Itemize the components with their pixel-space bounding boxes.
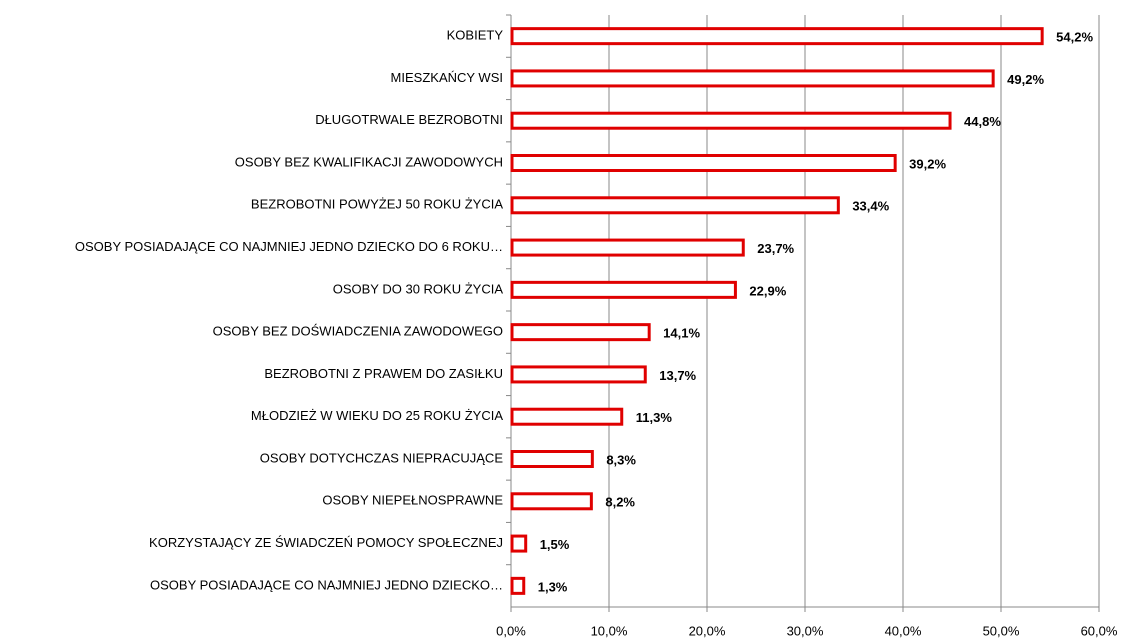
bar (510, 280, 737, 299)
bar (510, 27, 1044, 46)
value-label: 14,1% (663, 326, 700, 341)
x-tick-label: 20,0% (689, 623, 726, 638)
y-tick-label: MIESZKAŃCY WSI (391, 70, 503, 85)
y-tick-label: KOBIETY (447, 28, 504, 43)
bar (510, 576, 526, 595)
y-tick-label: OSOBY NIEPEŁNOSPRAWNE (322, 493, 503, 508)
value-label: 33,4% (852, 199, 889, 214)
y-tick-label: OSOBY POSIADAJĄCE CO NAJMNIEJ JEDNO DZIE… (150, 577, 503, 592)
value-label: 44,8% (964, 114, 1001, 129)
value-label: 39,2% (909, 156, 946, 171)
bar (510, 111, 952, 130)
bar (510, 365, 647, 384)
bar (510, 69, 995, 88)
y-tick-label: OSOBY POSIADAJĄCE CO NAJMNIEJ JEDNO DZIE… (75, 239, 503, 254)
bar (510, 407, 624, 426)
y-tick-label: OSOBY DOTYCHCZAS NIEPRACUJĄCE (260, 450, 504, 465)
y-tick-label: KORZYSTAJĄCY ZE ŚWIADCZEŃ POMOCY SPOŁECZ… (149, 535, 503, 550)
value-label: 8,2% (605, 495, 635, 510)
y-tick-label: MŁODZIEŻ W WIEKU DO 25 ROKU ŻYCIA (251, 408, 503, 423)
value-label: 23,7% (757, 241, 794, 256)
value-label: 22,9% (749, 283, 786, 298)
x-tick-label: 60,0% (1081, 623, 1118, 638)
x-tick-label: 30,0% (787, 623, 824, 638)
value-label: 49,2% (1007, 72, 1044, 87)
x-tick-label: 50,0% (983, 623, 1020, 638)
bar (510, 154, 897, 172)
bar (510, 196, 840, 215)
y-tick-label: OSOBY DO 30 ROKU ŻYCIA (333, 281, 504, 296)
bar (510, 534, 528, 553)
value-label: 8,3% (606, 452, 636, 467)
x-tick-label: 40,0% (885, 623, 922, 638)
bar (510, 238, 745, 257)
y-tick-label: OSOBY BEZ DOŚWIADCZENIA ZAWODOWEGO (213, 324, 503, 339)
value-label: 1,3% (538, 579, 568, 594)
y-tick-label: DŁUGOTRWALE BEZROBOTNI (315, 112, 503, 127)
y-tick-label: BEZROBOTNI Z PRAWEM DO ZASIŁKU (264, 366, 503, 381)
value-label: 1,5% (540, 537, 570, 552)
value-label: 11,3% (636, 410, 673, 425)
x-tick-label: 10,0% (591, 623, 628, 638)
value-label: 13,7% (659, 368, 696, 383)
bar (510, 450, 594, 468)
x-tick-label: 0,0% (496, 623, 526, 638)
y-tick-label: BEZROBOTNI POWYŻEJ 50 ROKU ŻYCIA (251, 197, 503, 212)
y-tick-label: OSOBY BEZ KWALIFIKACJI ZAWODOWYCH (235, 154, 503, 169)
bar (510, 492, 593, 511)
value-label: 54,2% (1056, 30, 1093, 45)
bar (510, 323, 651, 342)
